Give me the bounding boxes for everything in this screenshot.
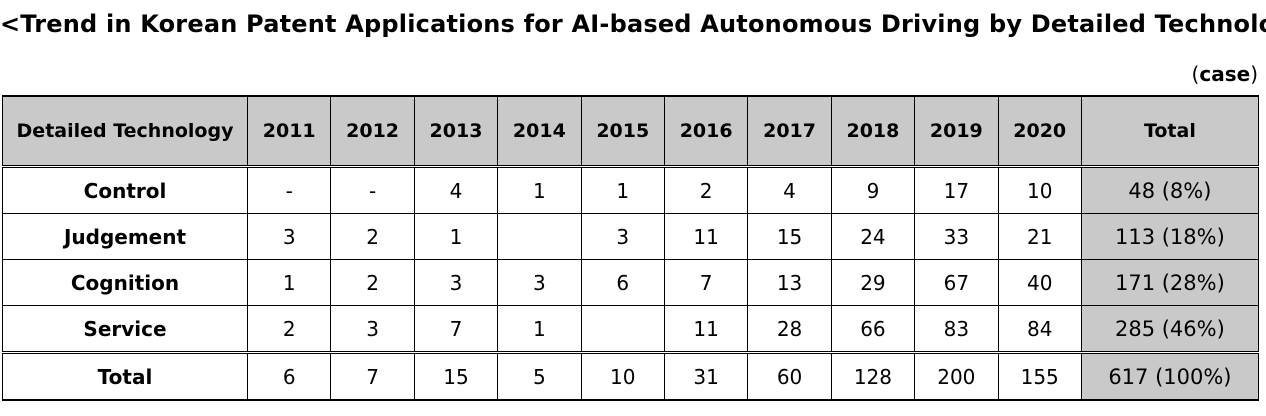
table-row: Control - -4 1 1 2 4 9 17 10 48 (8%): [2, 166, 1259, 214]
table-cell: 11: [663, 213, 749, 260]
table-cell: 2: [663, 166, 749, 214]
table-cell: 155: [997, 351, 1082, 401]
column-header: Detailed Technology: [2, 95, 248, 168]
table-cell: 3: [580, 213, 665, 260]
table-cell: 5: [497, 351, 582, 401]
table-cell: -: [246, 166, 332, 214]
table-cell: 17: [914, 166, 999, 214]
table-cell: 84: [997, 305, 1082, 353]
table-cell: [497, 213, 582, 260]
table-cell: -: [330, 166, 415, 214]
column-header: 2018: [830, 95, 916, 168]
table-cell: 1: [246, 259, 332, 306]
table-cell: 67: [914, 259, 999, 306]
table-cell: 6: [246, 351, 332, 401]
table-cell: 15: [413, 351, 499, 401]
table-cell: 4: [747, 166, 832, 214]
table-cell: 7: [330, 351, 415, 401]
column-header: 2016: [663, 95, 749, 168]
table-cell: 3: [413, 259, 499, 306]
table-cell: 29: [830, 259, 916, 306]
table-cell: 128: [830, 351, 916, 401]
table-cell: 10: [997, 166, 1082, 214]
table-cell: 11: [663, 305, 749, 353]
table-cell: 200: [914, 351, 999, 401]
unit-label: (case): [1192, 62, 1258, 86]
row-total-cell: 285 (46%): [1080, 305, 1259, 353]
unit-text: case: [1199, 62, 1251, 86]
row-total-cell: 48 (8%): [1080, 166, 1259, 214]
row-label: Control: [2, 166, 248, 214]
row-total-cell: 171 (28%): [1080, 259, 1259, 306]
table-cell: 60: [747, 351, 832, 401]
table-cell: 2: [246, 305, 332, 353]
table-cell: 3: [246, 213, 332, 260]
table-body: Control - -4 1 1 2 4 9 17 10 48 (8%) Judgement 3 2 1 3 1…: [2, 166, 1259, 401]
row-total-cell: 617 (100%): [1080, 351, 1259, 401]
table-cell: 7: [413, 305, 499, 353]
row-total-cell: 113 (18%): [1080, 213, 1259, 260]
table-title: <Trend in Korean Patent Applications for…: [0, 10, 1266, 38]
table-cell: 1: [413, 213, 499, 260]
column-header: 2013: [413, 95, 499, 168]
column-header: 2011: [246, 95, 332, 168]
column-header: Total: [1080, 95, 1259, 168]
row-label: Service: [2, 305, 248, 353]
table-cell: 2: [330, 259, 415, 306]
table-cell: 1: [497, 305, 582, 353]
patent-table: Detailed Technology 2011 2012 2013 2014 …: [2, 95, 1259, 401]
column-header: 2019: [914, 95, 999, 168]
row-label: Total: [2, 351, 248, 401]
unit-close-paren: ): [1250, 62, 1258, 86]
table-cell: 15: [747, 213, 832, 260]
table-cell: 1: [497, 166, 582, 214]
table-cell: 66: [830, 305, 916, 353]
table-cell: 40: [997, 259, 1082, 306]
table-cell: 24: [830, 213, 916, 260]
table-cell: 28: [747, 305, 832, 353]
table-row: Judgement 3 2 1 3 11 15 24 33 21 113 (18%): [2, 213, 1259, 260]
unit-open-paren: (: [1191, 62, 1200, 86]
table-cell: 31: [663, 351, 749, 401]
table-cell: 2: [330, 213, 415, 260]
column-header: 2012: [330, 95, 415, 168]
table-cell: 6: [580, 259, 665, 306]
row-label: Judgement: [2, 213, 248, 260]
table-cell: 13: [747, 259, 832, 306]
header-row: Detailed Technology 2011 2012 2013 2014 …: [2, 95, 1259, 168]
column-header: 2015: [580, 95, 665, 168]
table-cell: 9: [830, 166, 916, 214]
table-row: Service 2 3 7 1 11 28 66 83 84 285 (46%): [2, 305, 1259, 353]
row-label: Cognition: [2, 259, 248, 306]
column-header: 2014: [497, 95, 582, 168]
table-cell: 3: [330, 305, 415, 353]
table-cell: 83: [914, 305, 999, 353]
table-row: Cognition 1 2 3 3 6 7 13 29 67 40 171 (28%): [2, 259, 1259, 306]
table-cell: 10: [580, 351, 665, 401]
table-cell: [580, 305, 665, 353]
table-cell: 21: [997, 213, 1082, 260]
table-cell: 4: [413, 166, 499, 214]
column-header: 2017: [747, 95, 832, 168]
total-row: Total 6 7 15 5 10 31 60 128 200 155 617 (100%): [2, 351, 1259, 401]
table-cell: 1: [580, 166, 665, 214]
table-cell: 3: [497, 259, 582, 306]
column-header: 2020: [997, 95, 1082, 168]
table-cell: 7: [663, 259, 749, 306]
table-cell: 33: [914, 213, 999, 260]
